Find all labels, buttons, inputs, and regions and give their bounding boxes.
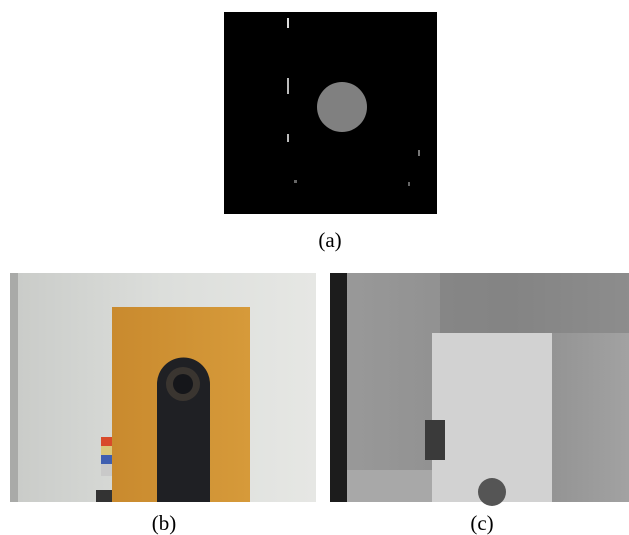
panel-label: (c) (470, 511, 493, 535)
panel-a-image (224, 12, 437, 214)
panel-label: (a) (318, 228, 341, 252)
panel-c-image (330, 273, 629, 506)
panel-label: (b) (152, 511, 177, 535)
panel-b-image (10, 273, 316, 502)
figure: (a) (b) (c) (0, 0, 629, 535)
